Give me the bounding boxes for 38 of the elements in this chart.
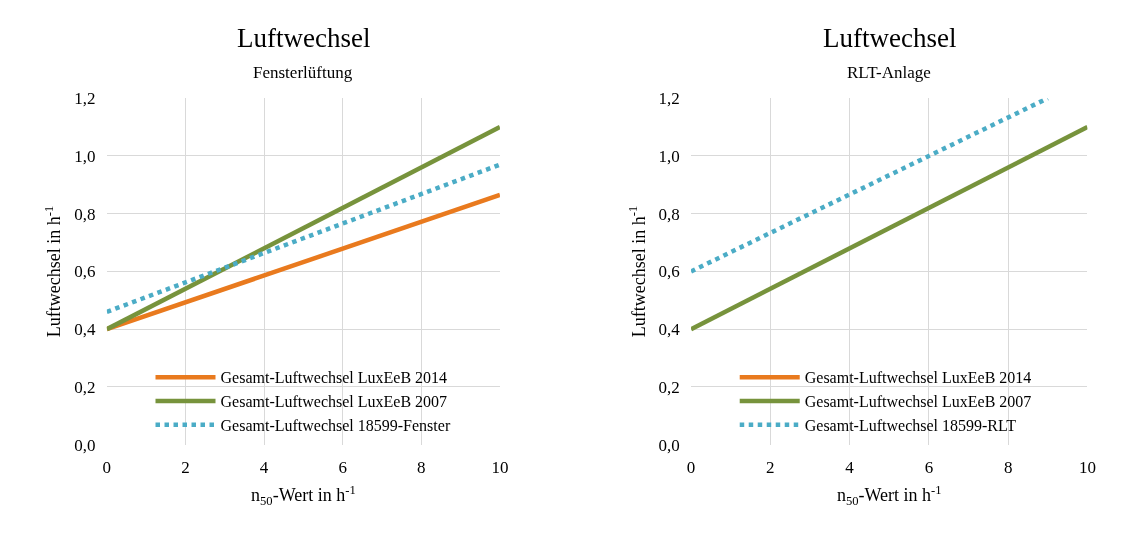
- x-axis-title: n$_{50}$-Wert in h$^{-1}$: [836, 482, 942, 508]
- y-tick-label: 0,0: [658, 435, 680, 455]
- y-tick-label: 0,6: [74, 262, 96, 282]
- x-tick-label: 2: [181, 458, 190, 478]
- x-tick-label: 6: [924, 458, 934, 478]
- chart-title: Luftwechsel: [823, 23, 957, 53]
- x-tick-label: 4: [259, 458, 269, 478]
- x-tick-label: 8: [1003, 458, 1013, 478]
- x-tick-label: 2: [766, 458, 775, 478]
- x-tick-label: 10: [491, 458, 509, 478]
- legend-label: Gesamt-Luftwechsel LuxEeB 2014: [804, 369, 1032, 387]
- x-tick-label: 0: [102, 458, 112, 478]
- y-tick-label: 0,2: [74, 377, 96, 397]
- y-tick-label: 0,8: [74, 204, 96, 224]
- legend-label: Gesamt-Luftwechsel 18599-RLT: [804, 416, 1017, 434]
- y-tick-label: 1,2: [74, 89, 96, 109]
- x-axis-title: n$_{50}$-Wert in h$^{-1}$: [251, 482, 356, 508]
- x-tick-label: 8: [417, 458, 426, 478]
- x-tick-label: 0: [686, 458, 696, 478]
- y-tick-label: 1,0: [658, 146, 680, 166]
- x-tick-label: 4: [845, 458, 855, 478]
- x-tick-label: 6: [338, 458, 347, 478]
- chart-subtitle: RLT-Anlage: [847, 63, 931, 82]
- y-tick-label: 1,0: [74, 146, 96, 166]
- y-tick-label: 0,4: [658, 320, 681, 340]
- y-tick-label: 1,2: [658, 89, 680, 109]
- legend-label: Gesamt-Luftwechsel LuxEeB 2007: [220, 393, 448, 411]
- y-tick-label: 0,2: [658, 377, 680, 397]
- legend-label: Gesamt-Luftwechsel 18599-Fenster: [220, 416, 451, 434]
- y-tick-label: 0,6: [658, 262, 680, 282]
- legend-label: Gesamt-Luftwechsel LuxEeB 2014: [220, 369, 448, 387]
- chart-title: Luftwechsel: [237, 23, 371, 53]
- x-tick-label: 10: [1078, 458, 1096, 478]
- y-tick-label: 0,0: [74, 435, 96, 455]
- legend-label: Gesamt-Luftwechsel LuxEeB 2007: [804, 393, 1032, 411]
- y-tick-label: 0,8: [658, 204, 680, 224]
- chart-subtitle: Fensterlüftung: [253, 63, 353, 82]
- y-tick-label: 0,4: [74, 320, 96, 340]
